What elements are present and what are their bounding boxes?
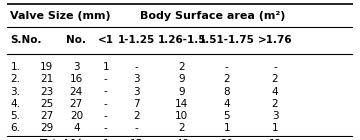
Text: 1: 1 — [102, 62, 109, 72]
Text: 3: 3 — [134, 87, 140, 96]
Text: 27: 27 — [70, 99, 83, 109]
Text: 2: 2 — [223, 74, 230, 84]
Text: -: - — [225, 62, 229, 72]
Text: 14: 14 — [175, 99, 188, 109]
Text: -: - — [273, 62, 277, 72]
Text: 23: 23 — [40, 87, 53, 96]
Text: -: - — [104, 87, 108, 96]
Text: 2: 2 — [179, 62, 185, 72]
Text: No.: No. — [66, 35, 86, 46]
Text: 20: 20 — [220, 139, 233, 140]
Text: 25: 25 — [40, 99, 53, 109]
Text: 2: 2 — [272, 99, 278, 109]
Text: 3: 3 — [73, 62, 80, 72]
Text: 3: 3 — [134, 74, 140, 84]
Text: 2: 2 — [134, 111, 140, 121]
Text: 2.: 2. — [11, 74, 21, 84]
Text: 12: 12 — [269, 139, 282, 140]
Text: 24: 24 — [70, 87, 83, 96]
Text: 5: 5 — [223, 111, 230, 121]
Text: 46: 46 — [175, 139, 188, 140]
Text: Valve Size (mm): Valve Size (mm) — [10, 10, 111, 21]
Text: 4: 4 — [223, 99, 230, 109]
Text: 15: 15 — [130, 139, 143, 140]
Text: -: - — [104, 99, 108, 109]
Text: -: - — [104, 74, 108, 84]
Text: S.No.: S.No. — [11, 35, 42, 46]
Text: 10: 10 — [175, 111, 188, 121]
Text: 1: 1 — [102, 139, 109, 140]
Text: 9: 9 — [179, 74, 185, 84]
Text: <1: <1 — [98, 35, 114, 46]
Text: 9: 9 — [179, 87, 185, 96]
Text: 4.: 4. — [11, 99, 21, 109]
Text: 1: 1 — [272, 123, 278, 133]
Text: 6.: 6. — [11, 123, 21, 133]
Text: 1.51-1.75: 1.51-1.75 — [199, 35, 255, 46]
Text: 29: 29 — [40, 123, 53, 133]
Text: Total: Total — [40, 139, 69, 140]
Text: 27: 27 — [40, 111, 53, 121]
Text: 5.: 5. — [11, 111, 21, 121]
Text: 2: 2 — [272, 74, 278, 84]
Text: 21: 21 — [40, 74, 53, 84]
Text: 16: 16 — [70, 74, 83, 84]
Text: 8: 8 — [223, 87, 230, 96]
Text: Body Surface area (m²): Body Surface area (m²) — [140, 10, 285, 21]
Text: 7: 7 — [134, 99, 140, 109]
Text: 4: 4 — [73, 123, 80, 133]
Text: 19: 19 — [40, 62, 53, 72]
Text: >1.76: >1.76 — [258, 35, 292, 46]
Text: 3.: 3. — [11, 87, 21, 96]
Text: 1.26-1.5: 1.26-1.5 — [157, 35, 206, 46]
Text: 4: 4 — [272, 87, 278, 96]
Text: -: - — [104, 123, 108, 133]
Text: 20: 20 — [70, 111, 83, 121]
Text: -: - — [135, 62, 139, 72]
Text: 2: 2 — [179, 123, 185, 133]
Text: 3: 3 — [272, 111, 278, 121]
Text: -: - — [104, 111, 108, 121]
Text: 1-1.25: 1-1.25 — [118, 35, 156, 46]
Text: 1: 1 — [223, 123, 230, 133]
Text: -: - — [135, 123, 139, 133]
Text: 94: 94 — [70, 139, 83, 140]
Text: 1.: 1. — [11, 62, 21, 72]
